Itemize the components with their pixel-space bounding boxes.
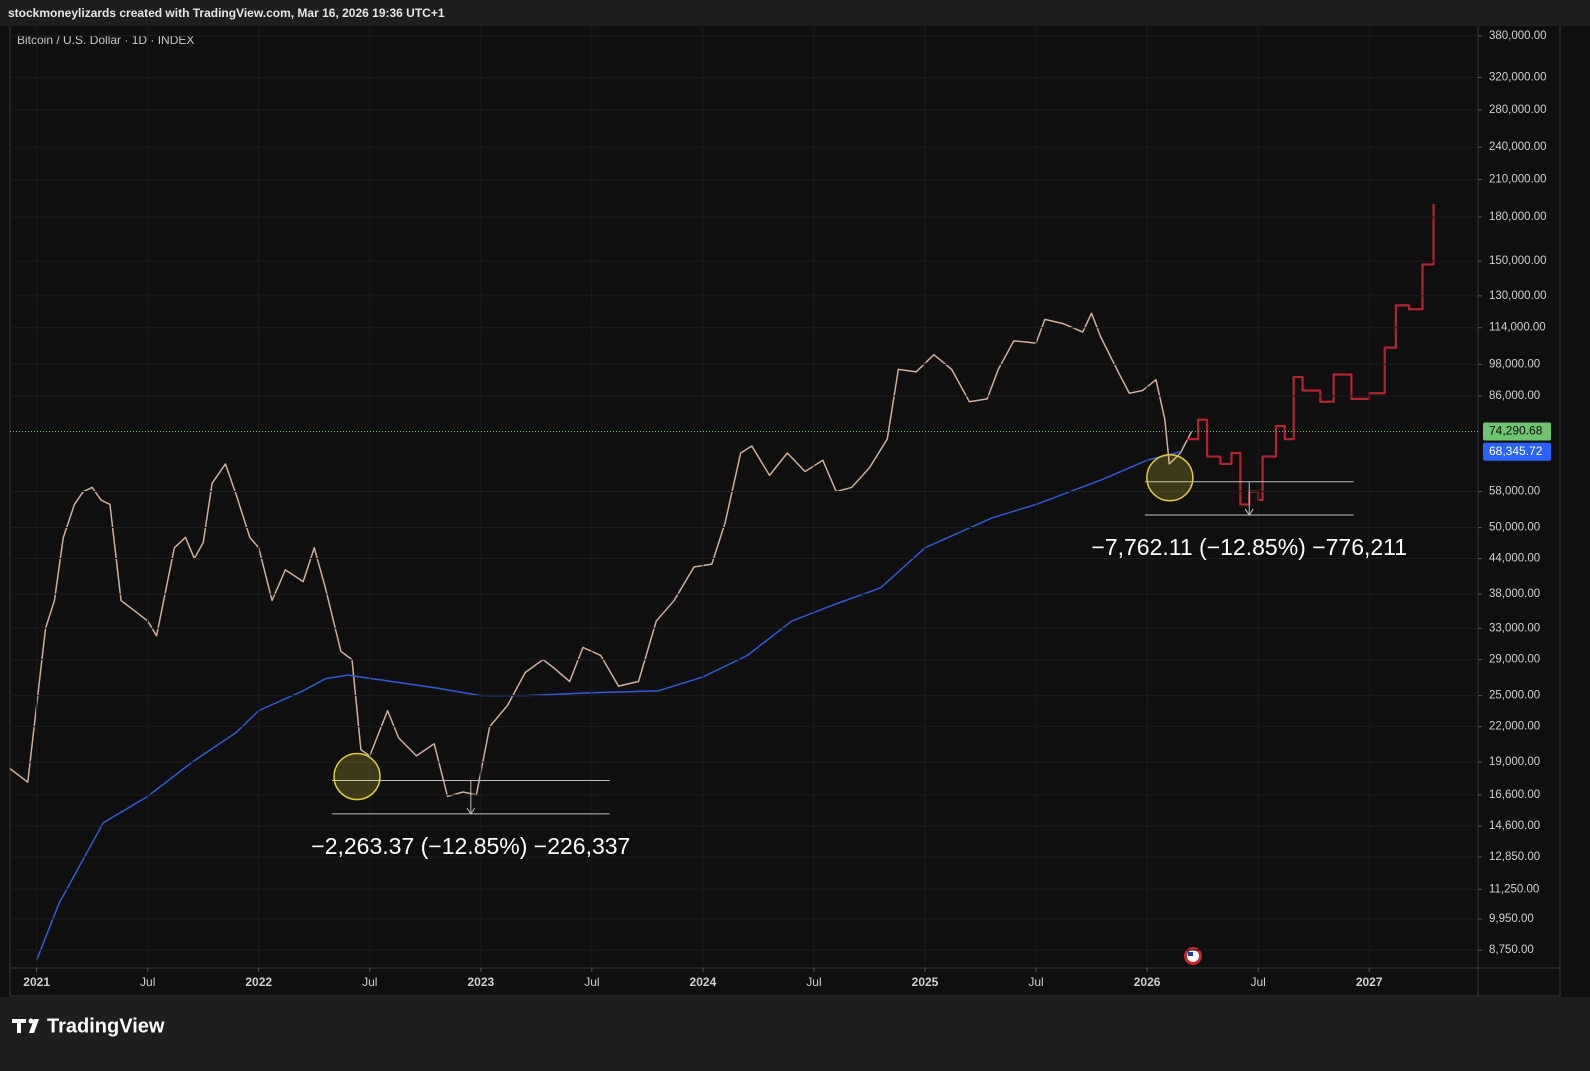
price-line [1187,203,1435,506]
header-bar [0,0,1590,26]
price-line [9,312,1193,798]
y-tick-label: 98,000.00 [1489,358,1540,370]
y-tick-label: 8,750.00 [1489,944,1534,956]
x-tick-label: 2024 [690,975,717,989]
y-tick-label: 50,000.00 [1489,522,1540,534]
y-tick-label: 16,600.00 [1489,789,1540,801]
logo-icon [12,1018,39,1033]
footer-bar [0,997,1590,1071]
measure-arrow-head [1244,508,1254,516]
y-tick-label: 22,000.00 [1489,721,1540,733]
y-tick-label: 130,000.00 [1489,290,1547,302]
y-tick-label: 210,000.00 [1489,174,1547,186]
x-tick-label: Jul [362,975,377,989]
x-tick-label: Jul [584,975,599,989]
price-label-box [1483,422,1551,441]
y-tick-label: 280,000.00 [1489,104,1547,116]
price-label: 68,345.72 [1489,444,1543,458]
x-tick-label: 2025 [912,975,939,989]
x-tick-label: 2027 [1356,975,1383,989]
highlight-circle [1146,453,1194,502]
y-tick-label: 44,000.00 [1489,553,1540,565]
measure-arrow-head [466,807,476,815]
x-tick-label: 2022 [245,975,272,989]
y-tick-label: 114,000.00 [1489,322,1546,334]
x-tick-label: 2026 [1134,975,1161,989]
footer-logo-text: TradingView [47,1015,165,1037]
flag-icon [1184,947,1202,965]
x-tick-label: 2021 [23,975,50,989]
price-label: 74,290.68 [1489,424,1543,438]
y-tick-label: 86,000.00 [1489,390,1540,402]
y-tick-label: 33,000.00 [1489,622,1540,634]
price-label-box [1483,442,1551,461]
y-tick-label: 12,850.00 [1489,851,1540,863]
y-tick-label: 58,000.00 [1489,486,1540,498]
y-tick-label: 9,950.00 [1489,913,1534,925]
x-tick-label: 2023 [467,975,494,989]
y-tick-label: 240,000.00 [1489,141,1547,153]
measure-label: −7,762.11 (−12.85%) −776,211 [1091,534,1407,560]
symbol-title: Bitcoin / U.S. Dollar · 1D · INDEX [17,33,194,47]
y-tick-label: 320,000.00 [1489,71,1547,83]
y-tick-label: 11,250.00 [1489,883,1539,895]
highlight-circle [333,752,381,801]
y-tick-label: 380,000.00 [1489,30,1547,42]
measure-label: −2,263.37 (−12.85%) −226,337 [311,833,630,859]
x-tick-label: Jul [1028,975,1043,989]
y-tick-label: 150,000.00 [1489,255,1547,267]
y-tick-label: 38,000.00 [1489,588,1540,600]
x-tick-label: Jul [140,975,155,989]
y-tick-label: 29,000.00 [1489,654,1540,666]
header-text: stockmoneylizards created with TradingVi… [8,6,445,20]
x-tick-label: Jul [1250,975,1265,989]
y-tick-label: 14,600.00 [1489,820,1540,832]
x-tick-label: Jul [806,975,821,989]
y-tick-label: 19,000.00 [1489,756,1540,768]
y-tick-label: 180,000.00 [1489,211,1547,223]
y-tick-label: 25,000.00 [1489,690,1540,702]
